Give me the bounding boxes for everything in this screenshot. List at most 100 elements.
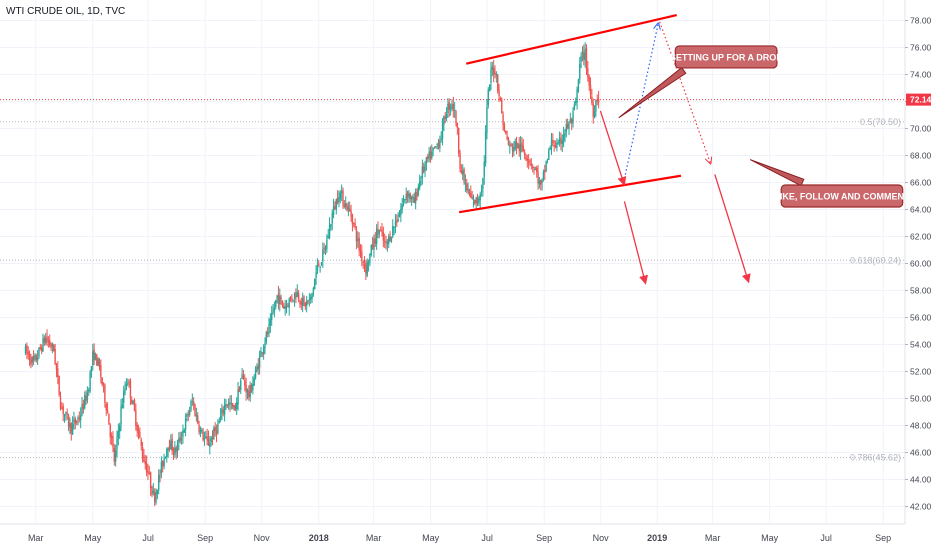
candle-body <box>377 228 379 233</box>
price-tick-label: 68.00 <box>910 151 932 161</box>
chart-title: WTI CRUDE OIL, 1D, TVC <box>6 6 126 17</box>
candle-body <box>312 287 315 293</box>
fib-level-label: 0.5(70.50) <box>860 117 901 127</box>
price-tick-label: 74.00 <box>910 70 932 80</box>
candle-body <box>565 124 568 133</box>
candle-body <box>510 143 512 146</box>
candle-body <box>338 198 340 203</box>
candle-body <box>597 98 600 103</box>
candle-body <box>84 395 86 409</box>
candle-body <box>361 251 363 261</box>
candle-body <box>595 100 597 112</box>
candle-body <box>459 153 461 170</box>
candle-body <box>74 418 76 424</box>
candle-body <box>179 437 181 441</box>
candle-body <box>556 142 558 148</box>
candle-body <box>300 301 302 305</box>
candle-body <box>339 192 342 200</box>
candle-body <box>588 76 590 86</box>
candle-body <box>397 219 399 221</box>
candle-body <box>242 375 245 380</box>
current-price-label: 72.14 <box>910 95 932 105</box>
candle-body <box>402 198 405 203</box>
candle-body <box>62 406 64 414</box>
time-tick-label: Sep <box>536 533 552 543</box>
candle-body <box>511 146 514 151</box>
candle-body <box>285 304 288 309</box>
candle-body <box>301 298 304 307</box>
candle-body <box>389 236 391 242</box>
candle-body <box>227 402 230 406</box>
candle-body <box>394 221 397 226</box>
candle-body <box>40 347 43 352</box>
candle-body <box>187 414 189 416</box>
candle-body <box>244 380 246 386</box>
candle-body <box>45 337 47 344</box>
candle-body <box>93 349 95 361</box>
candle-body <box>414 192 417 204</box>
candle-body <box>369 253 371 263</box>
candle-body <box>484 131 487 164</box>
candle-body <box>593 112 596 119</box>
candle-body <box>455 111 457 124</box>
candle-body <box>211 436 214 440</box>
candle-body <box>46 336 48 341</box>
candle-body <box>67 415 70 427</box>
candle-body <box>182 430 184 438</box>
candle-body <box>288 298 290 308</box>
candle-body <box>509 144 511 147</box>
candle-body <box>158 475 160 491</box>
candle-body <box>66 413 68 415</box>
candle-body <box>305 301 308 306</box>
candle-body <box>533 166 535 169</box>
candle-body <box>327 235 329 239</box>
price-tick-label: 50.00 <box>910 394 932 404</box>
candle-body <box>231 403 234 407</box>
candle-body <box>160 462 163 474</box>
candle-body <box>170 440 172 450</box>
candle-body <box>392 225 394 237</box>
candle-body <box>346 204 348 212</box>
candle-body <box>330 224 332 228</box>
candle-body <box>279 295 281 304</box>
candle-body <box>27 351 29 355</box>
candle-body <box>163 458 165 466</box>
candles-layer[interactable] <box>24 42 600 507</box>
candle-body <box>584 49 586 61</box>
candle-body <box>558 138 561 143</box>
candle-body <box>350 211 352 217</box>
candle-body <box>32 355 35 361</box>
candle-body <box>303 296 305 303</box>
candle-body <box>467 188 469 192</box>
fib-level-label: 0.618(60.24) <box>850 255 901 265</box>
candle-body <box>108 413 110 425</box>
candle-body <box>73 419 75 422</box>
drawings-layer[interactable]: SETTING UP FOR A DROP LIKE, FOLLOW AND CO… <box>458 14 910 285</box>
candle-body <box>540 180 542 185</box>
candle-body <box>413 197 415 204</box>
candle-body <box>291 297 293 301</box>
candle-body <box>552 140 554 144</box>
candle-body <box>137 429 140 434</box>
callout-text: SETTING UP FOR A DROP <box>670 52 782 62</box>
candle-body <box>427 156 429 159</box>
candle-body <box>373 237 375 250</box>
candle-body <box>171 438 173 452</box>
candle-body <box>241 374 243 379</box>
candle-body <box>153 492 156 502</box>
candle-body <box>203 437 206 440</box>
candle-body <box>264 343 266 349</box>
fib-layer: 0.5(70.50) 0.618(60.24) 0.786(45.62) <box>0 99 905 463</box>
candle-body <box>81 404 83 415</box>
candle-body <box>573 104 576 110</box>
candle-body <box>517 143 519 148</box>
candle-body <box>581 50 584 55</box>
candle-body <box>253 378 255 386</box>
candle-body <box>51 343 54 347</box>
candle-body <box>464 182 467 184</box>
candle-body <box>113 447 116 462</box>
candle-body <box>417 186 420 195</box>
candle-body <box>240 380 242 390</box>
candle-body <box>117 431 120 438</box>
